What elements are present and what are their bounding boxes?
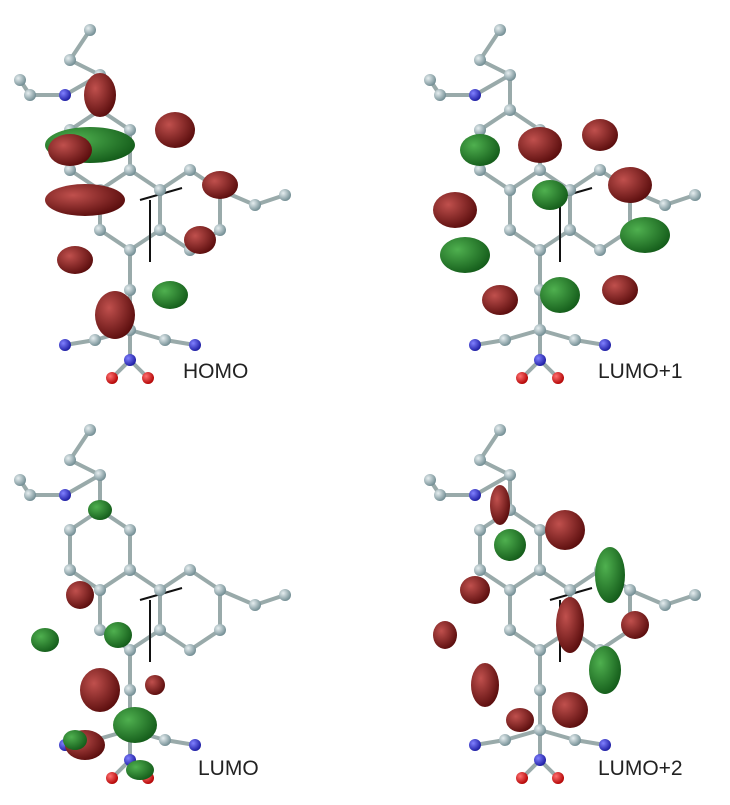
orbital-label: LUMO+1 (598, 360, 683, 383)
panel-lumo2: LUMO+2 (424, 424, 701, 784)
orbital-label: LUMO+2 (598, 757, 683, 780)
panel-lumo: LUMO (14, 424, 291, 784)
figure: HOMO LUMO+1 LUMO (0, 0, 730, 805)
orbital-label: LUMO (198, 757, 259, 780)
orbital-label: HOMO (183, 360, 248, 383)
panel-lumo1: LUMO+1 (424, 24, 701, 384)
panel-homo: HOMO (14, 24, 291, 384)
